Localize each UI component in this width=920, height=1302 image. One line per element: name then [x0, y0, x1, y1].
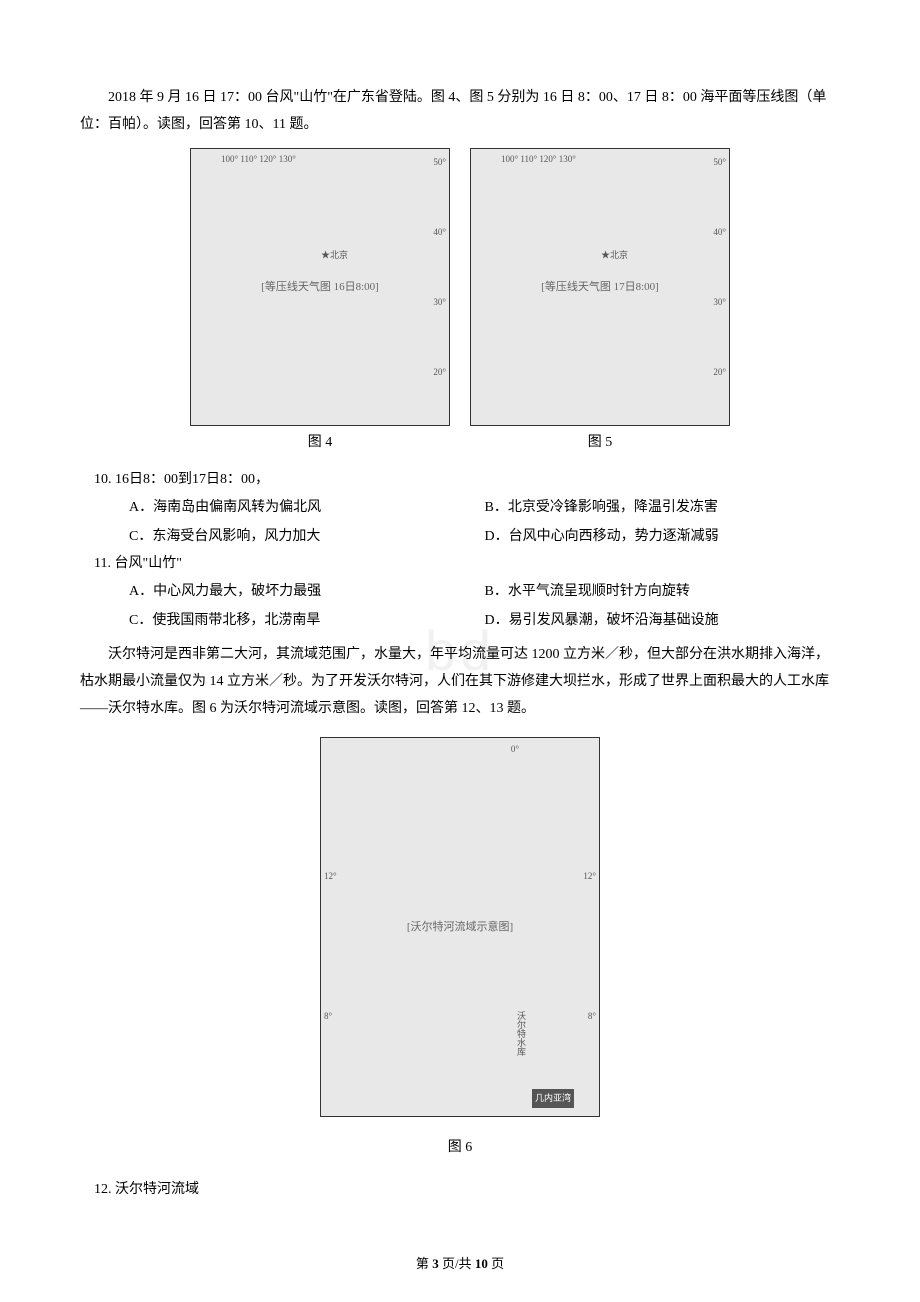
map-lat-label: 30°: [713, 294, 726, 311]
q11-stem: 11. 台风"山竹": [80, 551, 840, 578]
map-lat-label: 20°: [713, 364, 726, 381]
figure-4-alt: [等压线天气图 16日8:00]: [261, 277, 379, 298]
q10-option-a: A．海南岛由偏南风转为偏北风: [129, 495, 485, 522]
passage-2: 沃尔特河是西非第二大河，其流域范围广，水量大，年平均流量可达 1200 立方米／…: [80, 642, 840, 722]
q10-stem: 10. 16日8：00到17日8：00，: [80, 467, 840, 494]
pagenum-total: 10: [475, 1256, 488, 1271]
map-city-label: ★北京: [321, 247, 348, 264]
figure-5-label: 图 5: [588, 430, 613, 457]
q11-option-d: D．易引发风暴潮，破坏沿海基础设施: [485, 608, 841, 635]
map-lat-label: 30°: [433, 294, 446, 311]
map-lat-label: 12°: [324, 868, 337, 885]
q10-option-d: D．台风中心向西移动，势力逐渐减弱: [485, 524, 841, 551]
figure-5-image: [等压线天气图 17日8:00] 100° 110° 120° 130° 50°…: [470, 148, 730, 426]
figure-6-alt: [沃尔特河流域示意图]: [407, 917, 513, 938]
map-reservoir-label: 沃尔特水库: [512, 1011, 529, 1056]
map-lat-label: 0°: [511, 741, 519, 758]
figure-5-box: [等压线天气图 17日8:00] 100° 110° 120° 130° 50°…: [470, 148, 730, 457]
map-city-label: ★北京: [601, 247, 628, 264]
q11-option-a: A．中心风力最大，破坏力最强: [129, 579, 485, 606]
map-lat-label: 8°: [588, 1008, 596, 1025]
page-number: 第 3 页/共 10 页: [0, 1252, 920, 1277]
q11-row2: C．使我国雨带北移，北涝南旱 D．易引发风暴潮，破坏沿海基础设施: [80, 608, 840, 635]
q11-option-c: C．使我国雨带北移，北涝南旱: [129, 608, 485, 635]
q10-option-c: C．东海受台风影响，风力加大: [129, 524, 485, 551]
figure-6-image: [沃尔特河流域示意图] 0° 12° 12° 8° 8° 沃尔特水库 几内亚湾: [320, 737, 600, 1117]
q12-stem: 12. 沃尔特河流域: [80, 1177, 840, 1204]
map-lat-label: 50°: [713, 154, 726, 171]
q10-row1: A．海南岛由偏南风转为偏北风 B．北京受冷锋影响强，降温引发冻害: [80, 495, 840, 522]
q11-row1: A．中心风力最大，破坏力最强 B．水平气流呈现顺时针方向旋转: [80, 579, 840, 606]
map-lat-label: 8°: [324, 1008, 332, 1025]
passage-1: 2018 年 9 月 16 日 17：00 台风"山竹"在广东省登陆。图 4、图…: [80, 85, 840, 138]
figure-6-box: [沃尔特河流域示意图] 0° 12° 12° 8° 8° 沃尔特水库 几内亚湾 …: [80, 737, 840, 1162]
q10-row2: C．东海受台风影响，风力加大 D．台风中心向西移动，势力逐渐减弱: [80, 524, 840, 551]
figure-5-alt: [等压线天气图 17日8:00]: [541, 277, 659, 298]
q11-option-b: B．水平气流呈现顺时针方向旋转: [485, 579, 841, 606]
figure-4-box: [等压线天气图 16日8:00] 100° 110° 120° 130° 50°…: [190, 148, 450, 457]
figure-4-label: 图 4: [308, 430, 333, 457]
map-lat-label: 50°: [433, 154, 446, 171]
map-lat-label: 40°: [713, 224, 726, 241]
figure-6-label: 图 6: [448, 1135, 473, 1162]
pagenum-mid: 页/共: [439, 1256, 475, 1271]
figures-row-1: [等压线天气图 16日8:00] 100° 110° 120° 130° 50°…: [80, 148, 840, 457]
pagenum-suffix: 页: [488, 1256, 504, 1271]
pagenum-prefix: 第: [416, 1256, 432, 1271]
figure-4-image: [等压线天气图 16日8:00] 100° 110° 120° 130° 50°…: [190, 148, 450, 426]
map-lat-label: 12°: [583, 868, 596, 885]
map-lon-label: 100° 110° 120° 130°: [221, 151, 296, 168]
q10-option-b: B．北京受冷锋影响强，降温引发冻害: [485, 495, 841, 522]
map-lat-label: 20°: [433, 364, 446, 381]
map-gulf-label: 几内亚湾: [532, 1089, 574, 1108]
map-lon-label: 100° 110° 120° 130°: [501, 151, 576, 168]
map-lat-label: 40°: [433, 224, 446, 241]
